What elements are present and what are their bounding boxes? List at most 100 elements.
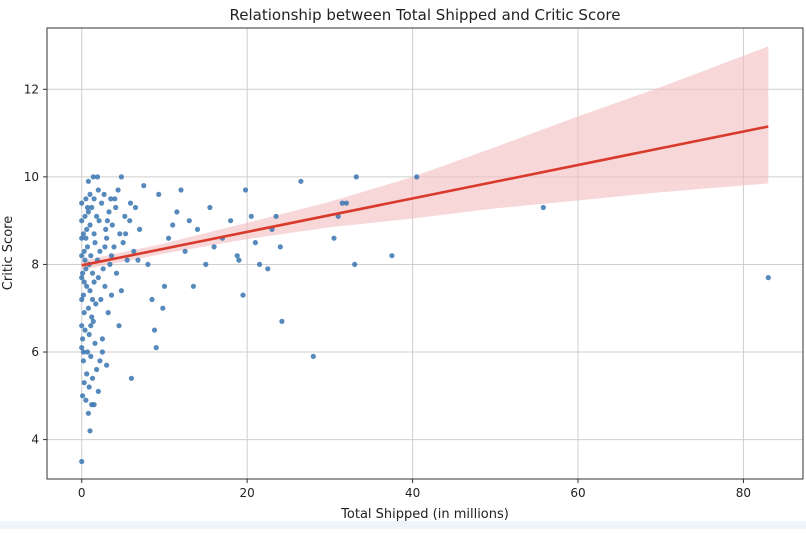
data-point xyxy=(86,331,92,338)
data-point xyxy=(99,200,105,206)
chart-title: Relationship between Total Shipped and C… xyxy=(230,6,621,24)
data-point xyxy=(87,191,93,197)
data-point xyxy=(79,218,85,224)
data-point xyxy=(80,231,86,237)
data-point xyxy=(211,244,217,250)
regression-line-layer xyxy=(81,125,769,267)
data-point xyxy=(156,191,162,197)
data-point xyxy=(190,283,196,289)
data-point xyxy=(85,410,91,416)
data-point xyxy=(182,248,188,254)
data-point xyxy=(80,336,86,342)
y-tick-label: 6 xyxy=(31,345,39,359)
data-point xyxy=(153,345,159,351)
data-point xyxy=(89,204,95,211)
y-axis-ticks: 4 6 8 10 12 xyxy=(24,82,47,447)
data-point xyxy=(99,336,105,342)
data-point xyxy=(105,310,111,316)
data-point xyxy=(414,174,420,180)
data-point xyxy=(95,187,101,193)
data-point xyxy=(104,362,110,368)
y-tick-label: 10 xyxy=(24,170,39,184)
y-tick-label: 12 xyxy=(24,82,39,96)
x-tick-label: 40 xyxy=(405,486,420,500)
data-point xyxy=(343,200,349,206)
data-point xyxy=(135,257,141,263)
data-point xyxy=(95,388,101,394)
x-tick-label: 0 xyxy=(78,486,86,500)
data-point xyxy=(95,275,101,281)
data-point xyxy=(87,222,93,228)
data-point xyxy=(100,266,106,272)
data-point xyxy=(83,397,89,403)
data-point xyxy=(228,218,234,224)
data-point xyxy=(178,187,184,193)
data-point xyxy=(127,218,133,224)
data-point xyxy=(80,270,86,276)
data-point xyxy=(93,301,99,307)
data-point xyxy=(151,327,158,333)
data-point xyxy=(353,174,359,180)
data-point xyxy=(279,318,285,324)
data-point xyxy=(161,283,168,289)
data-point xyxy=(101,191,107,197)
data-point xyxy=(339,200,345,206)
data-point xyxy=(80,292,86,298)
data-point xyxy=(79,345,85,351)
data-point xyxy=(92,240,98,246)
data-point xyxy=(160,305,166,311)
data-point xyxy=(97,358,103,364)
data-point xyxy=(207,204,213,211)
data-point xyxy=(84,204,91,211)
data-point xyxy=(87,288,93,294)
data-point xyxy=(97,248,103,254)
data-point xyxy=(252,240,258,246)
data-point xyxy=(79,275,85,281)
data-point xyxy=(108,196,114,202)
data-point xyxy=(352,261,358,267)
data-point xyxy=(109,222,115,228)
data-point xyxy=(87,428,93,434)
data-point xyxy=(108,253,115,259)
data-point xyxy=(131,248,137,254)
data-point xyxy=(81,310,87,316)
data-point xyxy=(265,266,271,272)
data-point xyxy=(298,178,304,184)
data-point xyxy=(141,183,147,189)
data-point xyxy=(89,296,96,303)
data-point xyxy=(102,283,108,289)
data-point xyxy=(166,235,172,241)
data-point xyxy=(116,323,122,329)
data-point xyxy=(81,248,87,254)
data-point xyxy=(88,353,94,359)
data-point xyxy=(113,270,120,276)
data-point xyxy=(123,231,129,237)
data-point xyxy=(84,244,91,250)
data-point xyxy=(84,283,90,289)
data-point xyxy=(82,213,88,219)
data-point xyxy=(91,196,97,202)
data-point xyxy=(124,257,130,263)
data-point xyxy=(82,257,88,263)
data-point xyxy=(273,213,279,219)
data-point xyxy=(91,279,97,285)
data-point xyxy=(79,323,85,329)
data-point xyxy=(84,371,90,377)
data-point xyxy=(84,226,90,232)
data-point xyxy=(80,393,86,399)
confidence-band-layer xyxy=(81,46,769,270)
data-point xyxy=(96,218,102,224)
data-point xyxy=(90,174,96,180)
data-point xyxy=(88,253,94,259)
data-point xyxy=(82,327,88,333)
x-tick-label: 20 xyxy=(240,486,255,500)
data-point xyxy=(91,402,97,408)
data-point xyxy=(80,358,86,364)
data-point xyxy=(111,244,117,250)
data-point xyxy=(90,318,96,324)
data-point xyxy=(106,209,112,215)
x-axis-label: Total Shipped (in millions) xyxy=(340,507,509,522)
data-point xyxy=(104,235,110,241)
data-point xyxy=(127,200,134,206)
